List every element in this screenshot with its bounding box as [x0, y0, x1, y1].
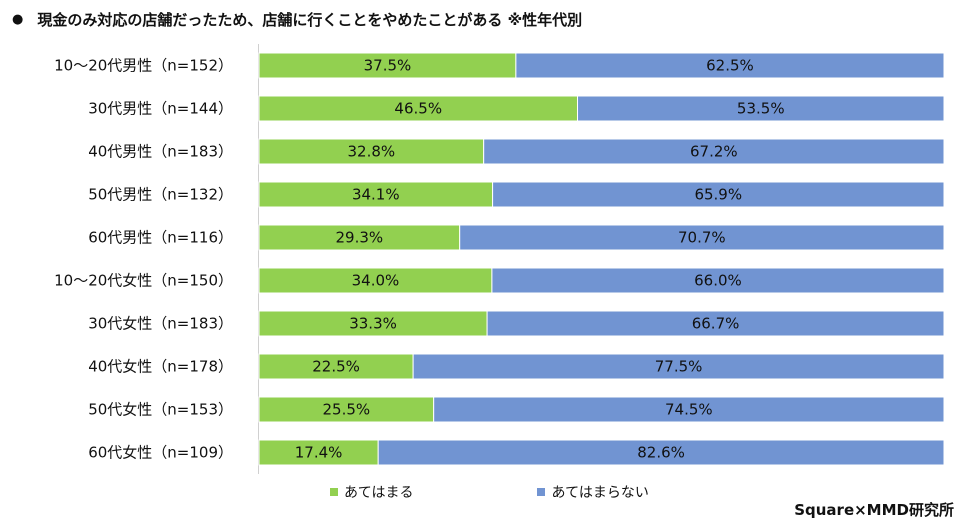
category-label: 60代男性（n=116） [88, 229, 233, 247]
bar-segment-atehamaru [258, 95, 579, 122]
bar-segment-atehamaranai [491, 267, 945, 294]
data-label: 32.8% [348, 143, 396, 161]
category-label: 50代男性（n=132） [88, 186, 233, 204]
bar-segment-atehamaru [258, 138, 485, 165]
bar-segment-atehamaru [258, 52, 517, 79]
source-credit: Square×MMD研究所 [794, 501, 954, 519]
data-label: 25.5% [323, 401, 371, 419]
data-label: 62.5% [706, 57, 754, 75]
legend-swatch-blue [537, 488, 546, 496]
bar-segment-atehamaranai [459, 224, 945, 251]
bar-segment-atehamaranai [433, 396, 945, 423]
bar-segment-atehamaranai [577, 95, 945, 122]
data-label: 17.4% [295, 444, 343, 462]
bar-segment-atehamaranai [486, 310, 945, 337]
data-label: 34.1% [352, 186, 400, 204]
bar-segment-atehamaru [258, 439, 379, 466]
category-label: 30代男性（n=144） [88, 100, 233, 118]
data-label: 74.5% [665, 401, 713, 419]
data-label: 22.5% [312, 358, 360, 376]
data-label: 82.6% [637, 444, 685, 462]
title-bullet: ● [12, 11, 24, 27]
legend-swatch-green [330, 488, 338, 496]
bar-segment-atehamaru [258, 224, 461, 251]
data-label: 34.0% [352, 272, 400, 290]
category-label: 40代女性（n=178） [88, 358, 233, 376]
data-label: 46.5% [394, 100, 442, 118]
category-label: 30代女性（n=183） [88, 315, 233, 333]
bar-segment-atehamaru [258, 353, 414, 380]
bar-segment-atehamaru [258, 396, 435, 423]
data-label: 65.9% [694, 186, 742, 204]
chart-title-row: ● 現金のみ対応の店舗だったため、店舗に行くことをやめたことがある ※性年代別 [12, 8, 582, 30]
data-label: 77.5% [655, 358, 703, 376]
category-label: 10～20代男性（n=152） [54, 57, 233, 75]
data-label: 33.3% [349, 315, 397, 333]
data-label: 70.7% [678, 229, 726, 247]
legend-item-atehamaranai: あてはまらない [537, 482, 649, 502]
bar-segment-atehamaranai [412, 353, 945, 380]
data-label: 66.0% [694, 272, 742, 290]
legend-item-atehamaru: あてはまる [330, 482, 413, 502]
data-label: 67.2% [690, 143, 738, 161]
bar-segment-atehamaranai [515, 52, 945, 79]
bar-segment-atehamaranai [377, 439, 945, 466]
bar-segment-atehamaru [258, 310, 488, 337]
bar-segment-atehamaranai [483, 138, 945, 165]
chart-legend: あてはまる あてはまらない [330, 482, 649, 502]
data-label: 37.5% [364, 57, 412, 75]
category-label: 60代女性（n=109） [88, 444, 233, 462]
data-label: 29.3% [336, 229, 384, 247]
bar-segment-atehamaru [258, 267, 493, 294]
chart-title: 現金のみ対応の店舗だったため、店舗に行くことをやめたことがある ※性年代別 [37, 10, 583, 29]
legend-label: あてはまらない [551, 485, 649, 501]
category-label: 50代女性（n=153） [88, 401, 233, 419]
data-label: 66.7% [692, 315, 740, 333]
bar-segment-atehamaranai [492, 181, 945, 208]
category-label: 10～20代女性（n=150） [54, 272, 233, 290]
data-label: 53.5% [737, 100, 785, 118]
legend-label: あてはまる [344, 485, 414, 501]
category-label: 40代男性（n=183） [88, 143, 233, 161]
